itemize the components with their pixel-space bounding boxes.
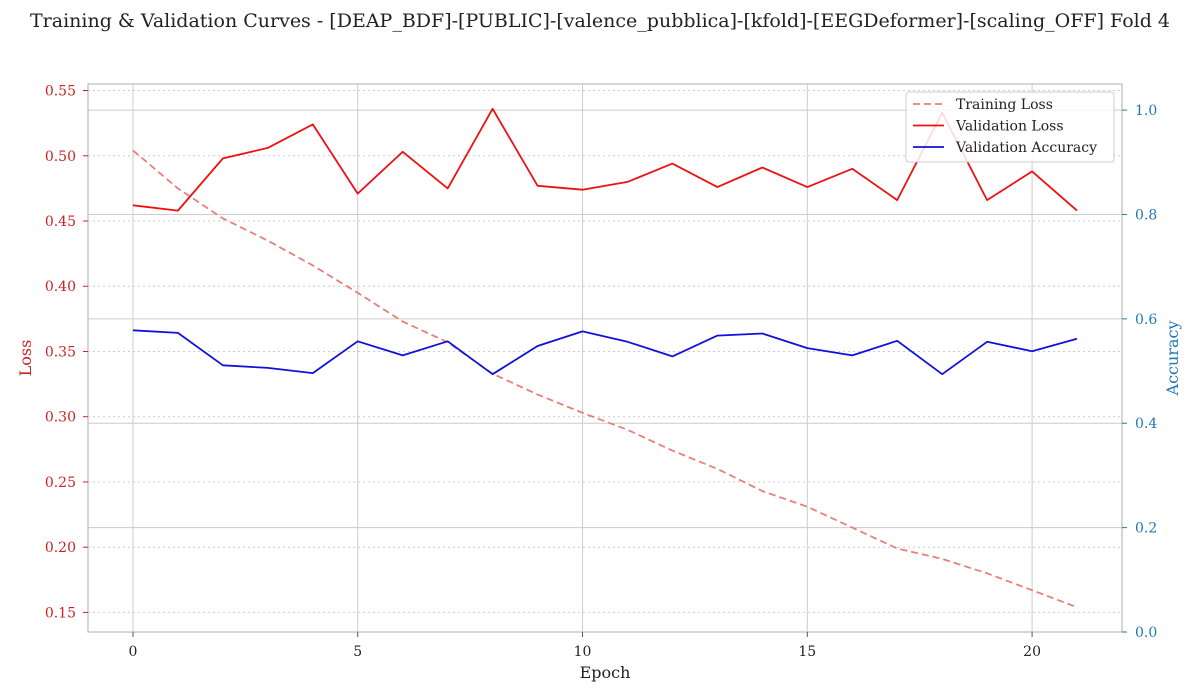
y-right-tick-label: 0.4 (1135, 416, 1157, 432)
x-axis-label: Epoch (580, 663, 631, 682)
x-tick-label: 5 (353, 644, 362, 660)
legend-label: Training Loss (956, 97, 1053, 113)
x-tick-label: 10 (574, 644, 592, 660)
y-right-tick-label: 0.0 (1135, 625, 1157, 641)
chart-title: Training & Validation Curves - [DEAP_BDF… (29, 10, 1171, 32)
legend-label: Validation Accuracy (955, 140, 1097, 156)
y-right-tick-label: 1.0 (1135, 103, 1157, 119)
y-left-tick-label: 0.55 (45, 84, 76, 100)
series-line-validation-accuracy (132, 329, 1078, 376)
y-left-tick-label: 0.50 (45, 149, 76, 165)
y-left-tick-label: 0.35 (45, 344, 76, 360)
plot-frame (87, 83, 1123, 633)
y-right-tick-label: 0.8 (1135, 207, 1157, 223)
y-left-tick-label: 0.30 (45, 410, 76, 426)
y-left-tick-label: 0.25 (45, 475, 76, 491)
y-left-tick-label: 0.45 (45, 214, 76, 230)
x-tick-label: 0 (128, 644, 137, 660)
y-right-tick-label: 0.6 (1135, 312, 1157, 328)
legend-box (905, 91, 1115, 163)
y-right-tick-label: 0.2 (1135, 521, 1157, 537)
y-left-tick-label: 0.40 (45, 279, 76, 295)
legend-label: Validation Loss (955, 119, 1064, 135)
y-left-tick-label: 0.20 (45, 540, 76, 556)
series-line-training-loss (132, 149, 1078, 609)
x-tick-label: 20 (1023, 644, 1041, 660)
y-right-axis-label: Accuracy (1163, 321, 1182, 397)
x-tick-label: 15 (798, 644, 816, 660)
y-left-axis-label: Loss (16, 340, 35, 377)
y-left-tick-label: 0.15 (45, 605, 76, 621)
